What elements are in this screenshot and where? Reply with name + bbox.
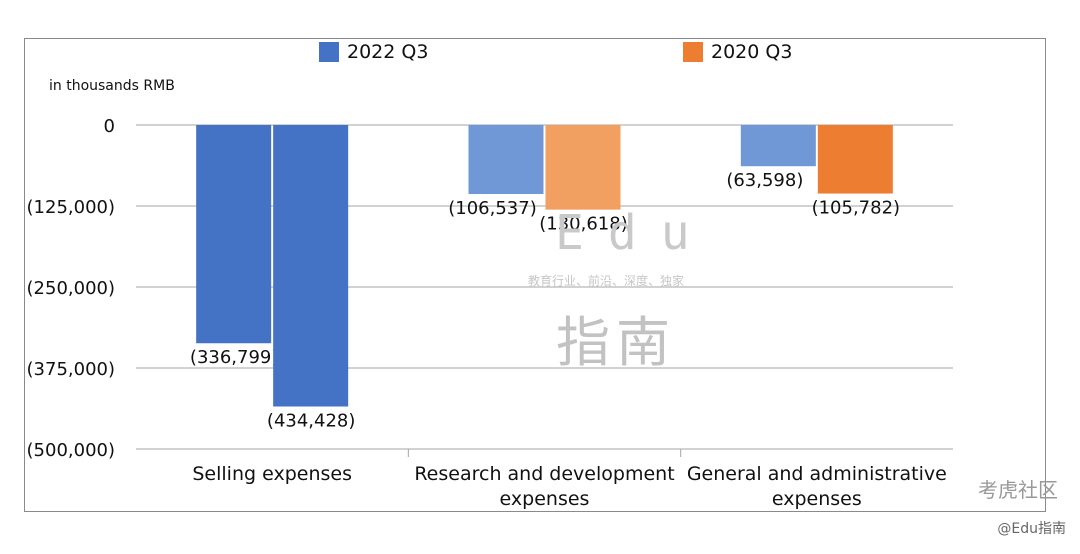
watermark-tagline: 教育行业、前沿、深度、独家	[528, 274, 685, 288]
bar	[468, 125, 544, 195]
x-tick-label: Selling expenses	[192, 463, 352, 485]
x-tick-label: Research and development	[414, 463, 674, 485]
x-tick-label: expenses	[500, 488, 590, 510]
data-label: (63,598)	[726, 170, 803, 191]
x-tick-label: General and administrative	[687, 463, 947, 485]
data-label: (105,782)	[812, 198, 900, 219]
data-label: (130,618)	[539, 214, 627, 235]
y-tick-label: (250,000)	[27, 278, 115, 299]
legend-label-series-1: 2022 Q3	[347, 41, 429, 63]
y-tick-label: 0	[104, 116, 115, 137]
legend-label-series-2: 2020 Q3	[711, 41, 793, 63]
y-tick-label: (375,000)	[27, 359, 115, 380]
y-axis-unit-label: in thousands RMB	[49, 78, 175, 94]
data-label: (434,428)	[267, 411, 355, 432]
y-tick-label: (125,000)	[27, 197, 115, 218]
watermark-edu-text: Edu	[555, 205, 714, 261]
legend-item-series-1: 2022 Q3	[319, 41, 428, 63]
bar	[740, 125, 816, 167]
legend-swatch-series-1	[319, 42, 339, 62]
legend-swatch-series-2	[683, 42, 703, 62]
x-tick-label: expenses	[772, 488, 862, 510]
credit-watermark: @Edu指南	[997, 521, 1066, 537]
data-label: (336,799)	[190, 347, 278, 368]
watermark-brand-text: 指南	[556, 311, 676, 374]
bar	[545, 125, 621, 210]
chart-frame	[24, 38, 1046, 512]
source-watermark: 考虎社区	[978, 478, 1058, 502]
legend-item-series-2: 2020 Q3	[683, 41, 792, 63]
bar	[817, 125, 893, 194]
bar	[196, 125, 272, 344]
bar	[273, 125, 349, 407]
y-tick-label: (500,000)	[27, 440, 115, 461]
data-label: (106,537)	[448, 198, 536, 219]
